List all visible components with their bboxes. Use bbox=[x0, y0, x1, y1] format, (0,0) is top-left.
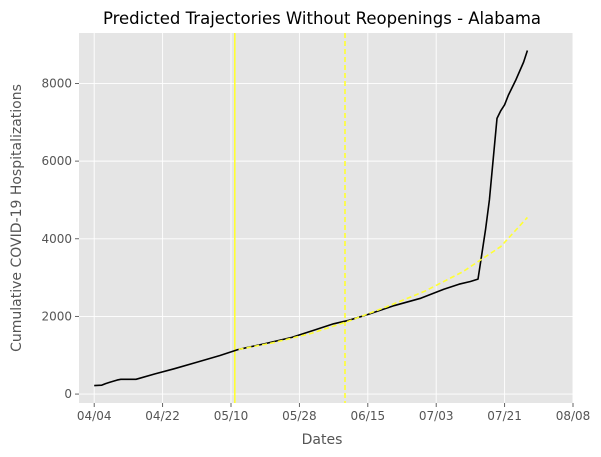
series-lines bbox=[94, 50, 529, 387]
y-axis-label: Cumulative COVID-19 Hospitalizations bbox=[9, 84, 25, 352]
plot-area bbox=[79, 33, 573, 403]
y-tick-label: 0 bbox=[64, 387, 72, 401]
y-tick-label: 2000 bbox=[41, 309, 72, 323]
x-tick-label: 05/10 bbox=[214, 409, 249, 423]
x-axis-label: Dates bbox=[302, 432, 343, 448]
x-axis-ticks: 04/04 04/22 05/10 05/28 06/15 07/03 07/21 08/08 bbox=[77, 403, 590, 423]
x-tick-label: 07/03 bbox=[419, 409, 454, 423]
x-tick-label: 07/21 bbox=[487, 409, 522, 423]
y-tick-label: 6000 bbox=[41, 154, 72, 168]
grid bbox=[79, 33, 574, 403]
x-tick-label: 04/22 bbox=[145, 409, 180, 423]
chart-title: Predicted Trajectories Without Reopening… bbox=[103, 9, 541, 28]
y-tick-label: 4000 bbox=[41, 232, 72, 246]
x-tick-label: 04/04 bbox=[77, 409, 112, 423]
y-axis-ticks: 0 2000 4000 6000 8000 bbox=[41, 76, 79, 401]
y-tick-label: 8000 bbox=[41, 76, 72, 90]
x-tick-label: 05/28 bbox=[282, 409, 317, 423]
x-tick-label: 06/15 bbox=[351, 409, 386, 423]
x-tick-label: 08/08 bbox=[556, 409, 591, 423]
predicted-trajectory-line bbox=[238, 216, 528, 351]
vertical-markers bbox=[234, 33, 346, 403]
